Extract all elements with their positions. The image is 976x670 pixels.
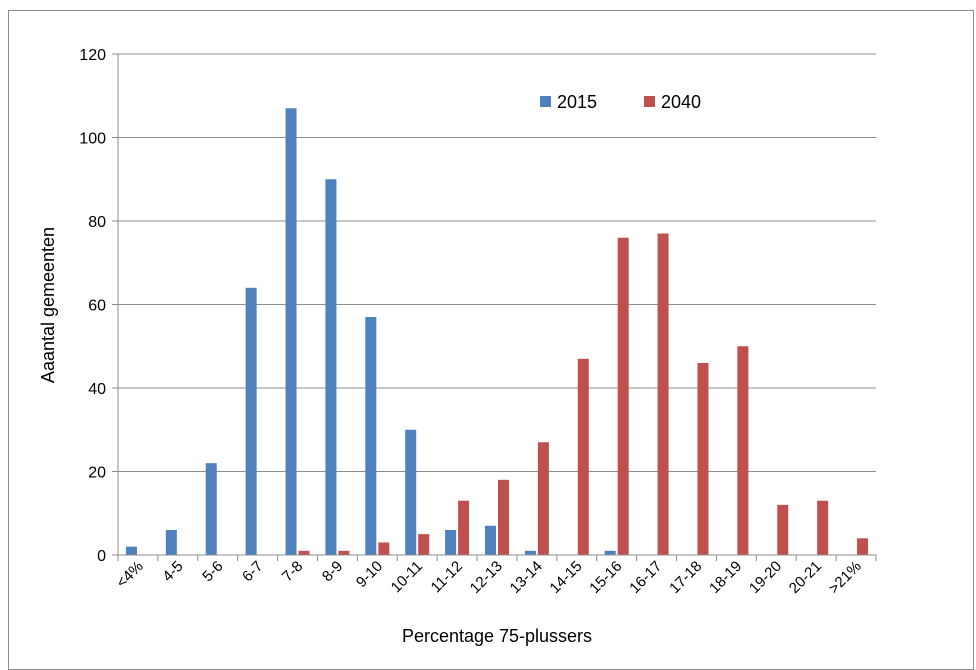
bar-2040-10-11: [418, 534, 430, 555]
x-tick-label: >21%: [825, 558, 864, 597]
bar-2015-13-14: [524, 550, 536, 555]
bar-2015-9-10: [365, 317, 377, 555]
legend: 2015 2040: [540, 92, 701, 112]
y-tick-label: 60: [88, 298, 106, 315]
x-tick-label: 8-9: [319, 558, 346, 585]
x-tick-label: 14-15: [546, 558, 585, 597]
x-tick-label: 13-14: [507, 558, 546, 597]
x-tick-label: 9-10: [353, 558, 386, 591]
bar-2040-8-9: [338, 550, 350, 555]
x-tick-label: 7-8: [279, 558, 306, 585]
x-tick-label: 19-20: [746, 558, 785, 597]
x-tick-label: 20-21: [786, 558, 825, 597]
x-tick-label: 18-19: [706, 558, 745, 597]
y-tick-label: 40: [88, 381, 106, 398]
x-tick-label: 16-17: [626, 558, 665, 597]
legend-swatch-2015: [540, 96, 551, 107]
bar-2040-7-8: [298, 550, 310, 555]
bar-2015-6-7: [245, 287, 257, 555]
bar-2040-12-13: [498, 479, 509, 555]
bar-2040-13-14: [537, 442, 549, 555]
x-tick-label: 4-5: [159, 558, 186, 585]
y-axis-title: Aaantal gemeenten: [38, 227, 58, 383]
chart-frame: [8, 10, 974, 670]
bar-2040-14-15: [577, 358, 589, 555]
bars: [125, 108, 869, 556]
x-tick-label: 5-6: [199, 558, 226, 585]
bar-2015-15-16: [604, 550, 616, 555]
bar-2040-18-19: [737, 346, 749, 555]
x-tick-label: 12-13: [467, 558, 506, 597]
x-tick-label: 11-12: [428, 558, 466, 596]
bar-2040-17-18: [697, 362, 709, 555]
y-tick-label: 80: [88, 214, 106, 231]
bar-2015-7-8: [285, 108, 297, 556]
legend-swatch-2040: [644, 96, 655, 107]
x-tick-label: 17-18: [666, 558, 705, 597]
x-tick-label: 6-7: [239, 558, 266, 585]
y-tick-label: 120: [79, 47, 106, 64]
x-tick-label: 15-16: [586, 558, 625, 597]
bar-2015-10-11: [405, 429, 417, 555]
bar-2040-16-17: [657, 233, 669, 555]
x-axis-title: Percentage 75-plussers: [402, 626, 592, 646]
bar-2015-11-12: [445, 529, 457, 555]
y-tick-label: 100: [79, 131, 106, 148]
x-tick-label: <4%: [113, 558, 147, 592]
bar-2015-<4%: [125, 546, 137, 555]
bar-2015-4-5: [165, 529, 177, 555]
x-axis: [117, 554, 877, 561]
bar-2040-15-16: [617, 237, 629, 555]
bar-2040-9-10: [378, 542, 390, 555]
bar-2015-12-13: [485, 525, 496, 555]
x-tick-label: 10-11: [388, 558, 426, 596]
x-axis-ticks: <4% 4-5 5-6 6-7 7-8 8-9 9-10 10-11 11-12 12-13 13-…: [113, 558, 865, 597]
bar-2040-19-20: [777, 504, 789, 555]
legend-label-2015: 2015: [557, 92, 597, 112]
bar-2040-11-12: [458, 500, 470, 555]
bar-2015-5-6: [205, 463, 217, 555]
bar-2040-20-21: [817, 500, 829, 555]
bar-2015-8-9: [325, 179, 337, 555]
y-tick-label: 20: [88, 465, 106, 482]
legend-label-2040: 2040: [661, 92, 701, 112]
gridlines: [118, 53, 876, 472]
bar-2040->21%: [857, 538, 869, 555]
y-tick-label: 0: [97, 548, 106, 565]
y-axis-ticks: 0 20 40 60 80 100 120: [79, 47, 119, 565]
